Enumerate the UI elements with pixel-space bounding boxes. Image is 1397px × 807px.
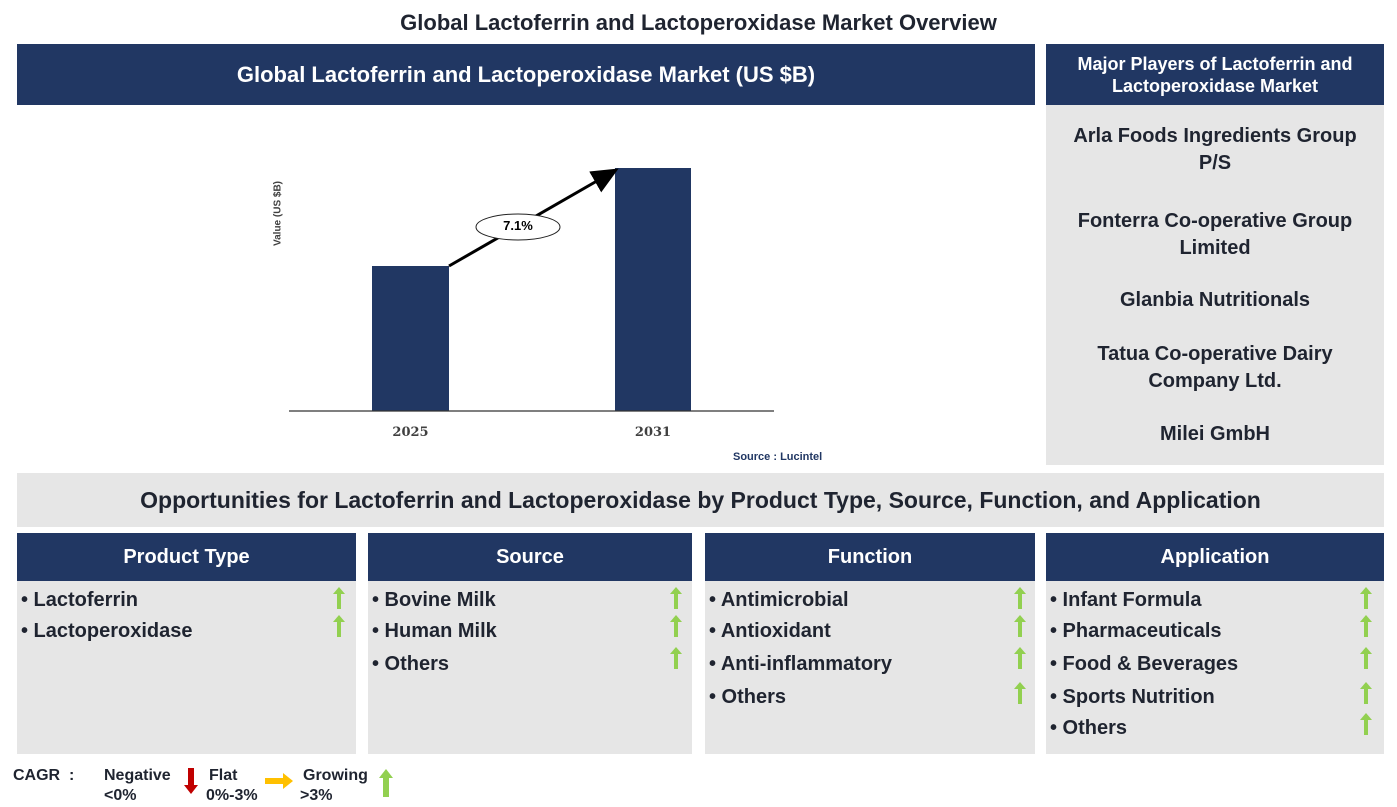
up-arrow-icon — [670, 587, 682, 609]
right-arrow-icon — [265, 773, 293, 789]
column-header-source: Source — [368, 533, 692, 581]
up-arrow-icon — [670, 615, 682, 637]
list-item: • Antioxidant — [709, 620, 831, 642]
cagr-legend: CAGR : Negative <0% Flat 0%-3% Growing >… — [0, 760, 420, 807]
column-product-type: • Lactoferrin • Lactoperoxidase — [17, 581, 356, 754]
x-tick-2025: 2025 — [392, 425, 429, 440]
up-arrow-icon — [1360, 587, 1372, 609]
bar-2025 — [372, 266, 449, 411]
column-application: • Infant Formula • Pharmaceuticals • Foo… — [1046, 581, 1384, 754]
page-title: Global Lactoferrin and Lactoperoxidase M… — [400, 10, 997, 35]
player-item: Milei GmbH — [1159, 423, 1270, 445]
list-item: • Anti-inflammatory — [709, 653, 892, 675]
list-item: • Others — [709, 686, 787, 708]
list-item: • Infant Formula — [1050, 589, 1202, 611]
up-arrow-icon — [1014, 615, 1026, 637]
list-item: • Others — [1050, 717, 1128, 739]
cagr-label: 7.1% — [503, 218, 533, 233]
list-item: • Bovine Milk — [372, 589, 496, 611]
column-function: • Antimicrobial • Antioxidant • Anti-inf… — [705, 581, 1035, 754]
column-source: • Bovine Milk • Human Milk • Others — [368, 581, 692, 754]
up-arrow-icon — [1360, 682, 1372, 704]
column-header-function: Function — [705, 533, 1035, 581]
source-label: Source : Lucintel — [733, 451, 823, 463]
list-item: • Others — [372, 653, 450, 675]
up-arrow-icon — [1360, 615, 1372, 637]
up-arrow-icon — [333, 615, 345, 637]
bar-chart: 7.1% Value (US $B) 2025 2031 Source : Lu… — [260, 150, 880, 470]
list-item: • Sports Nutrition — [1050, 686, 1215, 708]
list-item: • Food & Beverages — [1050, 653, 1239, 675]
legend-growing-range: >3% — [300, 787, 333, 804]
chart-header: Global Lactoferrin and Lactoperoxidase M… — [17, 44, 1035, 105]
bar-2031 — [615, 168, 691, 411]
up-arrow-icon — [1014, 647, 1026, 669]
y-axis-label: Value (US $B) — [272, 180, 284, 247]
up-arrow-icon — [379, 769, 393, 797]
legend-negative-label: Negative — [104, 767, 171, 784]
player-item: Arla Foods Ingredients Group P/S — [1073, 125, 1357, 174]
player-item: Glanbia Nutritionals — [1119, 289, 1311, 311]
list-item: • Pharmaceuticals — [1050, 620, 1222, 642]
column-header-application: Application — [1046, 533, 1384, 581]
player-item: Tatua Co-operative Dairy Company Ltd. — [1097, 343, 1333, 392]
list-item: • Lactoperoxidase — [21, 620, 193, 642]
list-item: • Lactoferrin — [21, 589, 139, 611]
column-header-product-type: Product Type — [17, 533, 356, 581]
players-header: Major Players of Lactoferrin and Lactope… — [1046, 44, 1384, 105]
players-header-line1: Major Players of Lactoferrin and — [1077, 53, 1353, 74]
up-arrow-icon — [333, 587, 345, 609]
up-arrow-icon — [1014, 682, 1026, 704]
up-arrow-icon — [1014, 587, 1026, 609]
down-arrow-icon — [184, 768, 198, 794]
player-item: Fonterra Co-operative Group Limited — [1077, 210, 1353, 259]
players-list: Arla Foods Ingredients Group P/S Fonterr… — [1046, 105, 1384, 465]
legend-negative-range: <0% — [104, 787, 137, 804]
up-arrow-icon — [1360, 647, 1372, 669]
cagr-bubble — [475, 213, 561, 241]
players-header-line2: Lactoperoxidase Market — [1111, 75, 1319, 96]
legend-label: CAGR : — [13, 767, 75, 784]
legend-growing-label: Growing — [303, 767, 368, 784]
legend-flat-label: Flat — [209, 767, 238, 784]
opportunities-banner: Opportunities for Lactoferrin and Lactop… — [17, 473, 1384, 527]
x-tick-2031: 2031 — [634, 425, 672, 440]
bar-chart-svg — [289, 168, 774, 412]
up-arrow-icon — [1360, 713, 1372, 735]
list-item: • Human Milk — [372, 620, 497, 642]
legend-flat-range: 0%-3% — [206, 787, 258, 804]
list-item: • Antimicrobial — [709, 589, 849, 611]
up-arrow-icon — [670, 647, 682, 669]
